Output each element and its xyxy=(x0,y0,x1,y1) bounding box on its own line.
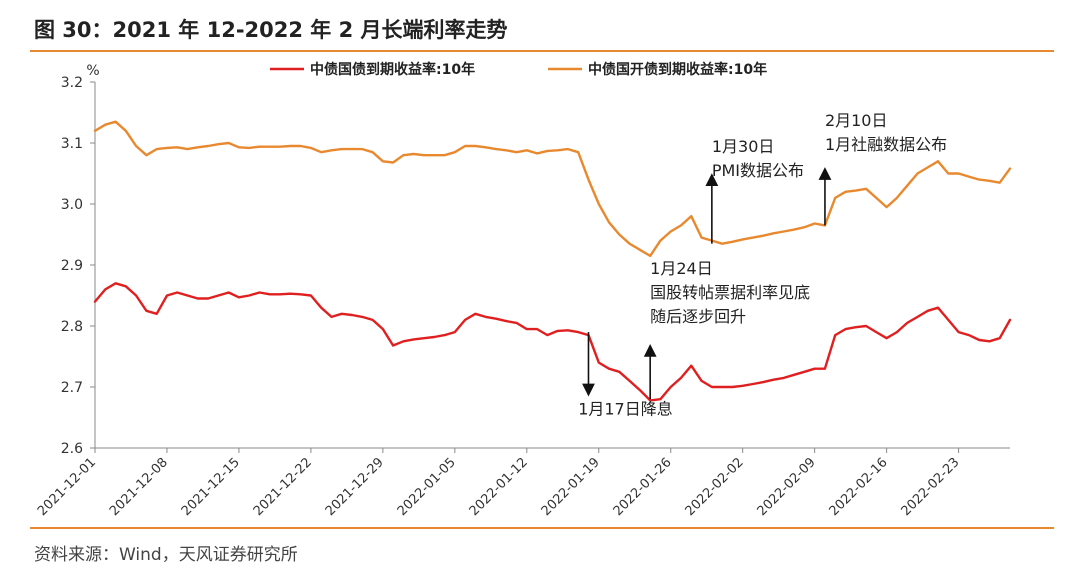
annotation-text-4: 2月10日 1月社融数据公布 xyxy=(825,111,947,154)
x-tick-label: 2022-02-02 xyxy=(683,455,747,519)
annotation-line: 1月社融数据公布 xyxy=(825,135,947,154)
y-tick-label: 2.8 xyxy=(61,319,83,335)
x-tick-label: 2021-12-08 xyxy=(107,455,171,519)
y-tick-label: 2.9 xyxy=(61,258,83,274)
annotation-line: 1月17日降息 xyxy=(578,399,673,418)
annotation-text-2: 1月24日国股转帖票据利率见底随后逐步回升 xyxy=(650,259,810,326)
series-line-1 xyxy=(93,282,1012,402)
y-tick-label: 2.7 xyxy=(61,380,83,396)
legend-label-1: 中债国债到期收益率:10年 xyxy=(310,61,475,78)
y-tick-label: 3.2 xyxy=(61,75,83,91)
annotation-line: PMI数据公布 xyxy=(712,161,804,180)
legend-label-2: 中债国开债到期收益率:10年 xyxy=(588,61,767,78)
x-tick-label: 2022-02-09 xyxy=(755,455,819,519)
x-tick-label: 2022-01-12 xyxy=(467,455,531,519)
x-tick-label: 2021-12-15 xyxy=(179,455,243,519)
annotation-line: 1月24日 xyxy=(650,259,713,278)
x-tick-label: 2022-01-19 xyxy=(539,455,603,519)
annotation-line: 国股转帖票据利率见底 xyxy=(650,283,810,302)
y-tick-label: 2.6 xyxy=(61,441,83,457)
y-tick-label: 3.0 xyxy=(61,197,83,213)
annotation-line: 1月30日 xyxy=(712,137,775,156)
y-tick-label: 3.1 xyxy=(61,136,83,152)
bottom-divider xyxy=(30,527,1054,529)
source-note: 资料来源：Wind，天风证券研究所 xyxy=(34,545,298,565)
x-tick-label: 2021-12-29 xyxy=(323,455,387,519)
annotation-line: 随后逐步回升 xyxy=(650,307,746,326)
x-tick-label: 2021-12-01 xyxy=(35,455,99,519)
annotation-text-3: 1月30日 PMI数据公布 xyxy=(712,137,804,180)
x-tick-label: 2022-01-26 xyxy=(611,455,675,519)
chart-title: 图 30：2021 年 12-2022 年 2 月长端利率走势 xyxy=(34,18,508,42)
series-line-2 xyxy=(93,120,1012,258)
y-unit-label: % xyxy=(86,63,99,79)
x-tick-label: 2022-02-16 xyxy=(827,455,891,519)
x-tick-label: 2022-02-23 xyxy=(899,455,963,519)
annotation-text-1: 1月17日降息 xyxy=(578,399,673,418)
x-tick-label: 2021-12-22 xyxy=(251,455,315,519)
line-chart: 3.23.13.02.92.82.72.6%2021-12-01 2021-12-… xyxy=(35,61,1012,519)
top-divider xyxy=(30,50,1054,52)
annotation-line: 2月10日 xyxy=(825,111,888,130)
x-tick-label: 2022-01-05 xyxy=(395,455,459,519)
